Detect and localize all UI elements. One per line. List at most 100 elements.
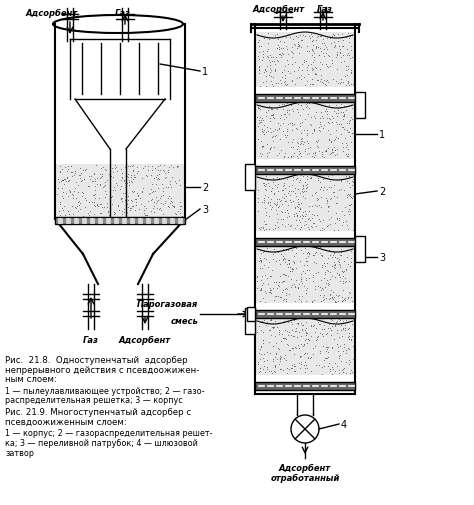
Point xyxy=(312,248,320,257)
Point xyxy=(313,203,320,211)
Point xyxy=(294,320,302,328)
Point xyxy=(328,322,336,330)
Point xyxy=(348,54,356,62)
Point xyxy=(155,174,162,182)
Point xyxy=(297,140,304,148)
Point xyxy=(319,125,327,133)
Point xyxy=(325,137,333,145)
Point xyxy=(347,293,355,301)
Point xyxy=(290,197,297,205)
Point xyxy=(303,173,310,181)
Point xyxy=(297,276,304,284)
Point xyxy=(96,201,104,209)
Point xyxy=(171,178,179,186)
Point xyxy=(256,345,264,353)
Point xyxy=(287,191,294,199)
Point xyxy=(320,275,328,283)
Point xyxy=(269,112,276,120)
Point xyxy=(266,212,273,220)
Point xyxy=(284,210,292,218)
Point xyxy=(317,33,324,41)
Point xyxy=(301,59,308,67)
Point xyxy=(85,183,93,191)
Point xyxy=(74,208,82,216)
Point xyxy=(326,276,334,284)
Point xyxy=(297,172,305,180)
Point xyxy=(321,81,328,89)
Point xyxy=(344,80,352,88)
Point xyxy=(167,162,174,170)
Point xyxy=(299,172,306,180)
Point xyxy=(308,297,316,305)
Point xyxy=(254,328,261,336)
Point xyxy=(271,222,278,230)
Point xyxy=(291,297,299,306)
Point xyxy=(265,149,273,157)
Point xyxy=(255,322,263,330)
Point xyxy=(262,104,270,112)
Point xyxy=(290,281,298,289)
Point xyxy=(254,187,262,195)
Point xyxy=(308,31,315,39)
Point xyxy=(320,325,328,333)
Point xyxy=(312,43,320,51)
Point xyxy=(255,64,263,72)
Point xyxy=(275,44,283,53)
Point xyxy=(309,53,316,61)
Point xyxy=(292,176,300,184)
Point xyxy=(314,332,322,340)
Point xyxy=(297,149,304,158)
Point xyxy=(110,184,118,192)
Point xyxy=(143,171,150,179)
Point xyxy=(332,322,339,330)
Point xyxy=(260,199,268,207)
Point xyxy=(288,138,295,146)
Point xyxy=(256,82,264,90)
Point xyxy=(168,174,175,182)
Point xyxy=(275,331,283,339)
Point xyxy=(127,207,134,215)
Point xyxy=(138,188,146,196)
Point xyxy=(299,140,307,148)
Point xyxy=(277,337,285,345)
Point xyxy=(346,335,353,343)
Point xyxy=(104,209,112,217)
Point xyxy=(319,36,327,44)
Point xyxy=(314,138,321,146)
Point xyxy=(93,202,101,210)
Point xyxy=(290,350,298,359)
Point xyxy=(272,292,280,300)
Point xyxy=(325,53,333,61)
Point xyxy=(319,115,327,123)
Bar xyxy=(255,95,355,103)
Point xyxy=(333,254,340,262)
Point xyxy=(330,264,338,272)
Point xyxy=(266,145,273,154)
Point xyxy=(129,188,137,196)
Point xyxy=(309,220,317,228)
Point xyxy=(54,190,61,198)
Point xyxy=(294,200,302,209)
Point xyxy=(316,216,323,224)
Point xyxy=(130,187,138,195)
Point xyxy=(340,126,348,134)
Point xyxy=(263,63,271,71)
Point xyxy=(79,213,87,221)
Point xyxy=(310,322,318,330)
Point xyxy=(276,136,284,144)
Point xyxy=(133,189,141,197)
Point xyxy=(302,287,310,295)
Point xyxy=(103,203,111,211)
Point xyxy=(308,60,315,68)
Point xyxy=(293,106,301,114)
Point xyxy=(269,358,277,366)
Point xyxy=(281,71,289,79)
Point xyxy=(332,209,339,217)
Point xyxy=(299,189,306,197)
Point xyxy=(279,69,286,77)
Point xyxy=(153,197,161,206)
Point xyxy=(98,204,106,212)
Point xyxy=(342,67,350,75)
Point xyxy=(76,172,84,180)
Point xyxy=(281,75,289,83)
